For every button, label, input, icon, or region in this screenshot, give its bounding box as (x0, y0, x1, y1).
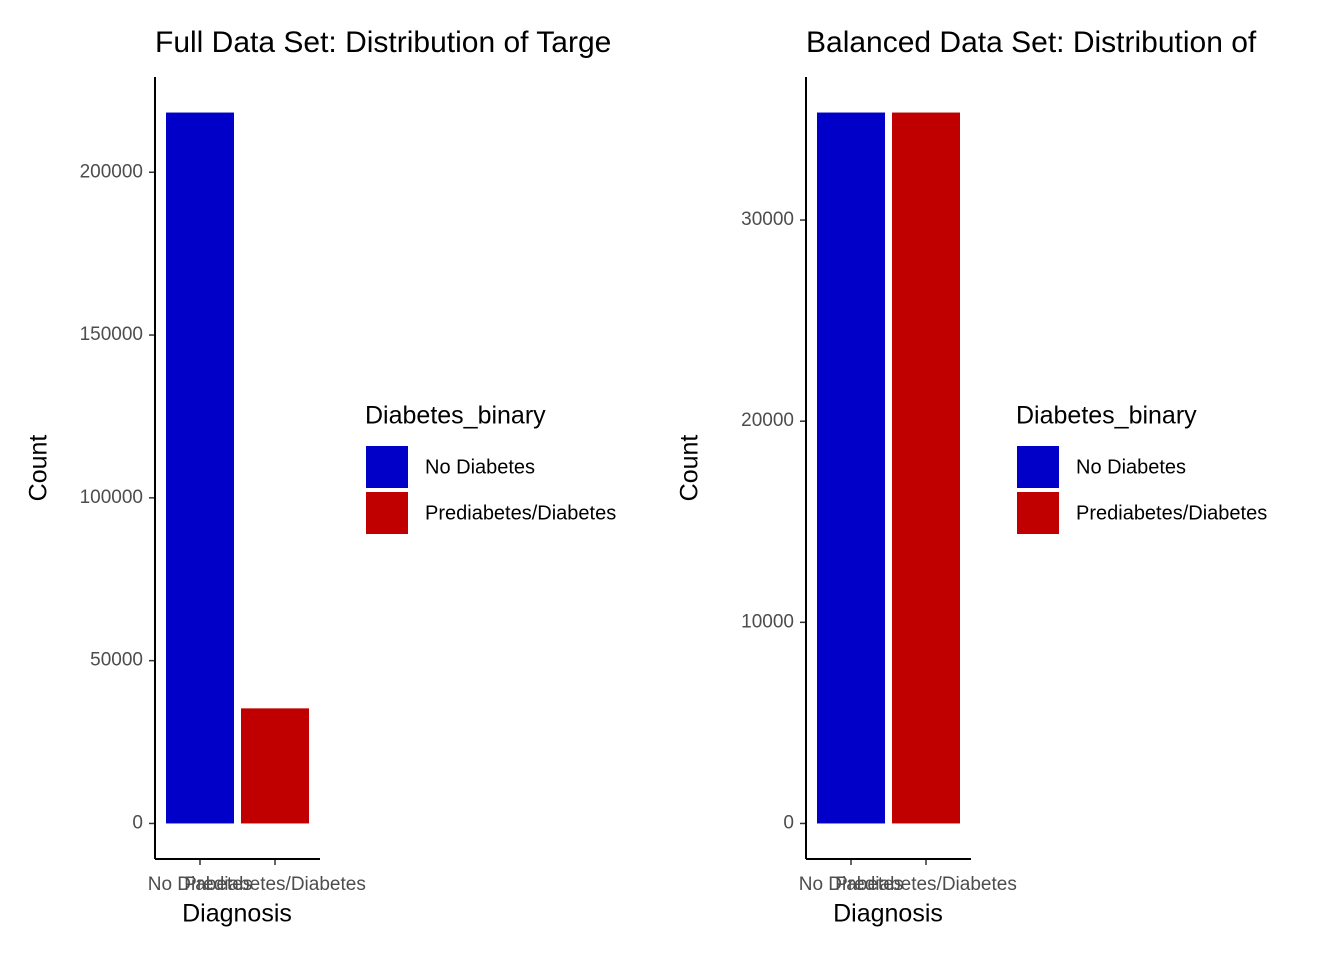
x-axis-label: Diagnosis (182, 900, 292, 928)
y-tick-label: 100000 (80, 487, 143, 508)
legend-label: No Diabetes (1076, 456, 1186, 478)
y-axis-label: Count (25, 435, 53, 502)
y-tick-label: 30000 (741, 209, 794, 230)
legend-label: No Diabetes (425, 456, 535, 478)
chart-panel: Balanced Data Set: Distribution of 0 10000… (676, 26, 1268, 928)
legend-label: Prediabetes/Diabetes (1076, 502, 1267, 524)
legend-key (1017, 446, 1059, 488)
bar (241, 708, 309, 824)
y-tick-label: 200000 (80, 161, 143, 182)
legend-key (1017, 492, 1059, 534)
y-axis-label: Count (676, 435, 704, 502)
legend-key (366, 492, 408, 534)
x-axis-label: Diagnosis (833, 900, 943, 928)
y-tick-label: 20000 (741, 410, 794, 431)
bar (166, 112, 234, 824)
chart-panel: Full Data Set: Distribution of Targe 0 500… (25, 26, 617, 928)
y-tick-label: 0 (132, 812, 143, 833)
legend-title: Diabetes_binary (1016, 402, 1197, 430)
x-tick-label: No Diabetes (148, 874, 253, 895)
chart-title: Full Data Set: Distribution of Targe (155, 26, 611, 59)
x-tick-label: No Diabetes (799, 874, 904, 895)
x-tick-label: Prediabetes/Diabetes (835, 874, 1017, 895)
y-tick-label: 0 (783, 812, 794, 833)
x-tick-label: Prediabetes/Diabetes (184, 874, 366, 895)
legend-title: Diabetes_binary (365, 402, 546, 430)
legend-label: Prediabetes/Diabetes (425, 502, 616, 524)
bar (892, 112, 960, 824)
y-tick-label: 10000 (741, 611, 794, 632)
y-tick-label: 150000 (80, 324, 143, 345)
legend-key (366, 446, 408, 488)
chart-title: Balanced Data Set: Distribution of (806, 26, 1257, 59)
y-tick-label: 50000 (90, 650, 143, 671)
bar (817, 112, 885, 824)
